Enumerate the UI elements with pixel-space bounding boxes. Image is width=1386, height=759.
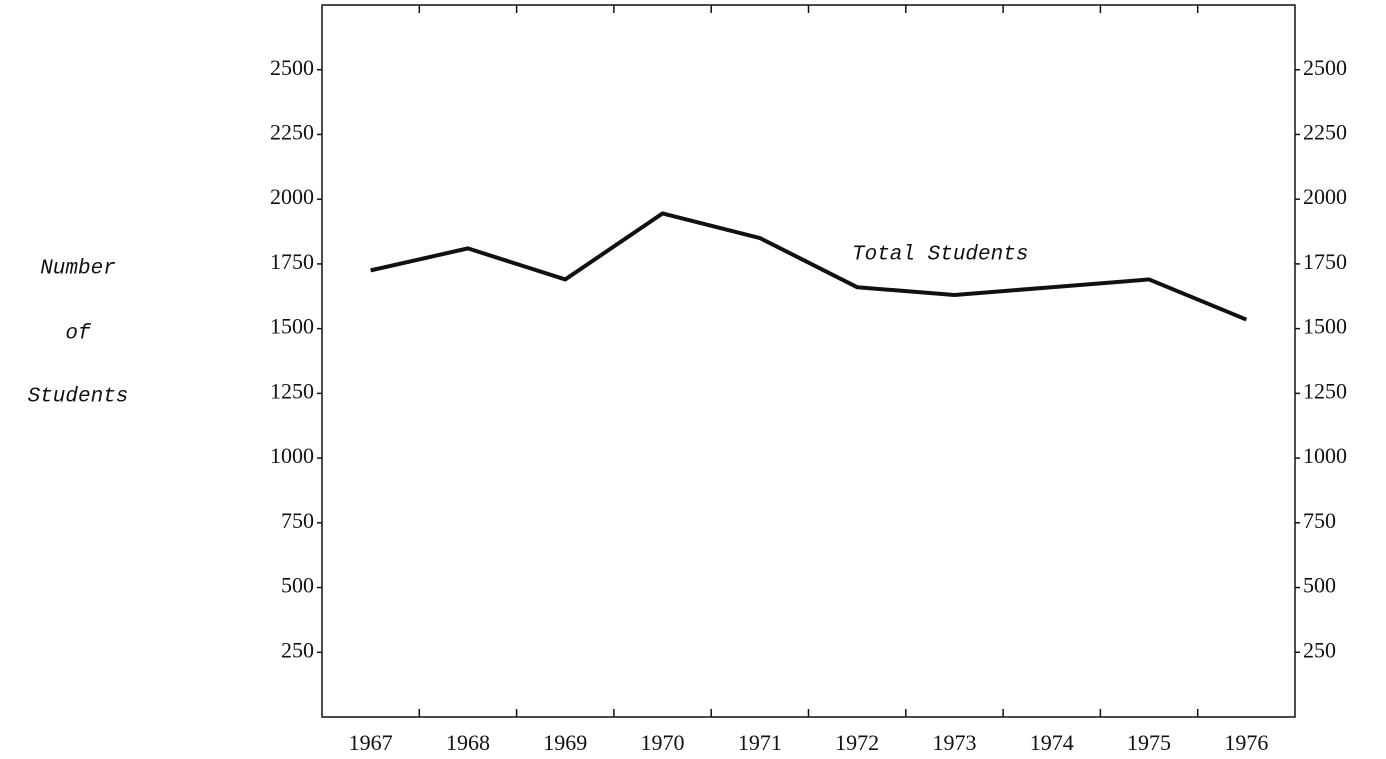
x-tick-label: 1975: [1127, 730, 1171, 755]
series-label: Total Students: [852, 244, 1028, 267]
y2-tick-label: 1500: [1303, 314, 1347, 339]
y2-tick-label: 1750: [1303, 249, 1347, 274]
x-tick-label: 1972: [835, 730, 879, 755]
x-tick-label: 1968: [446, 730, 490, 755]
y-axis-label: Number: [40, 258, 116, 281]
y-tick-label: 500: [281, 573, 314, 598]
y-axis-label: Students: [28, 386, 129, 409]
y2-tick-label: 750: [1303, 508, 1336, 533]
y-tick-label: 750: [281, 508, 314, 533]
data-line: [370, 211, 1248, 322]
y2-tick-label: 2000: [1303, 184, 1347, 209]
y-tick-label: 1000: [270, 443, 314, 468]
x-tick-label: 1973: [932, 730, 976, 755]
y-tick-label: 250: [281, 637, 314, 662]
plot-frame: [321, 4, 1296, 718]
x-tick-label: 1967: [349, 730, 393, 755]
y-tick-label: 1250: [270, 378, 314, 403]
y2-tick-label: 1000: [1303, 443, 1347, 468]
x-tick-label: 1970: [641, 730, 685, 755]
x-tick-label: 1969: [543, 730, 587, 755]
y-tick-label: 1750: [270, 249, 314, 274]
y2-tick-label: 250: [1303, 637, 1336, 662]
y2-tick-label: 2500: [1303, 55, 1347, 80]
y2-tick-label: 2250: [1303, 120, 1347, 145]
y2-tick-label: 500: [1303, 573, 1336, 598]
x-tick-label: 1974: [1030, 730, 1074, 755]
x-tick-label: 1976: [1224, 730, 1268, 755]
y-tick-label: 2250: [270, 120, 314, 145]
y-tick-label: 1500: [270, 314, 314, 339]
y-tick-label: 2000: [270, 184, 314, 209]
y-tick-label: 2500: [270, 55, 314, 80]
y-axis-label: of: [65, 323, 92, 346]
y2-tick-label: 1250: [1303, 378, 1347, 403]
x-tick-label: 1971: [738, 730, 782, 755]
